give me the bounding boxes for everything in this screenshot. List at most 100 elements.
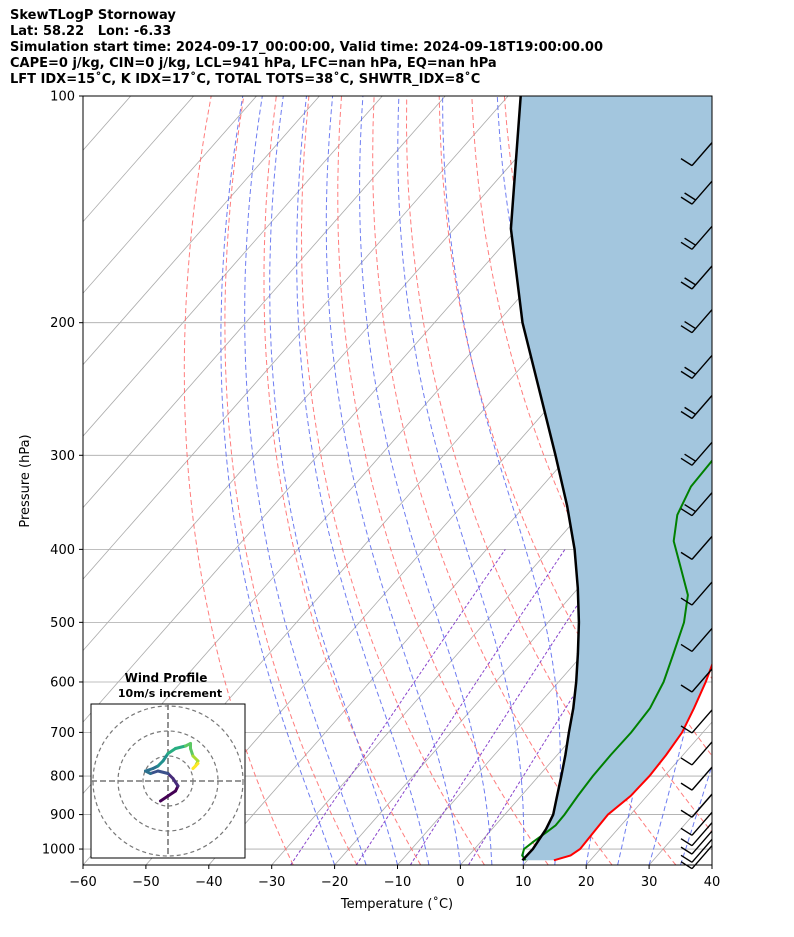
location-coordinates: Lat: 58.22 Lon: -6.33 xyxy=(10,24,172,39)
dry-adiabat-line xyxy=(224,96,358,865)
y-tick-label: 500 xyxy=(50,616,75,631)
dry-adiabat-line xyxy=(337,96,549,865)
x-tick-label: −40 xyxy=(195,875,222,890)
wind-barb xyxy=(680,822,713,847)
dry-adiabat-line xyxy=(699,96,712,144)
mixing-ratio-line xyxy=(355,549,566,865)
wind-barb xyxy=(680,225,713,250)
x-tick-label: 30 xyxy=(641,875,658,890)
dry-adiabat-line xyxy=(733,96,794,865)
wind-barb xyxy=(680,811,713,836)
y-tick-label: 700 xyxy=(50,726,75,741)
x-tick-label: 0 xyxy=(456,875,464,890)
wind-barb xyxy=(680,581,713,606)
wind-barb xyxy=(680,395,713,420)
hodograph-segment xyxy=(156,769,170,775)
simulation-times: Simulation start time: 2024-09-17_00:00:… xyxy=(10,40,603,55)
wind-barb xyxy=(680,142,713,167)
mixing-ratio-line xyxy=(290,549,506,865)
isotherm-line xyxy=(83,96,320,366)
moist-adiabat-line xyxy=(442,96,561,865)
hodograph-segment xyxy=(161,752,170,763)
wind-barb xyxy=(680,180,713,205)
hodograph-segment xyxy=(171,777,180,788)
wind-barb xyxy=(680,535,713,560)
y-tick-label: 600 xyxy=(50,675,75,690)
axes: −60 −50 −40 −30 −20 −10 0 10 20 30 40 1000 900 800 700… xyxy=(42,90,720,891)
moist-adiabat-line xyxy=(296,96,430,865)
x-tick-label: −10 xyxy=(384,875,411,890)
x-tick-label: 40 xyxy=(704,875,721,890)
wind-barb xyxy=(680,309,713,334)
wind-barb xyxy=(680,741,713,766)
hodograph-segment xyxy=(166,789,177,798)
moist-adiabat-line xyxy=(244,96,367,865)
dry-adiabat-line xyxy=(183,96,294,865)
parcel-profile-line xyxy=(509,96,581,862)
x-tick-label: −50 xyxy=(132,875,159,890)
wind-barb xyxy=(680,265,713,290)
x-tick-label: −30 xyxy=(258,875,285,890)
dry-adiabat-line xyxy=(263,96,422,865)
moist-adiabat-line xyxy=(325,96,461,865)
dry-adiabat-line xyxy=(405,96,677,865)
wind-barb xyxy=(680,354,713,379)
hodograph-segment xyxy=(191,762,200,770)
y-tick-label: 800 xyxy=(50,770,75,785)
y-tick-label: 100 xyxy=(50,90,75,105)
isotherm-line xyxy=(83,96,383,437)
y-tick-label: 400 xyxy=(50,543,75,558)
hodograph-title: Wind Profile xyxy=(125,671,208,685)
wind-barbs xyxy=(680,142,713,870)
moist-adiabat-line xyxy=(220,96,336,865)
isotherm-line xyxy=(83,96,446,509)
wind-barb xyxy=(680,793,713,818)
convective-parameters: CAPE=0 j/kg, CIN=0 j/kg, LCL=941 hPa, LF… xyxy=(10,56,497,71)
x-tick-label: 20 xyxy=(578,875,595,890)
isotherm-line xyxy=(585,721,712,865)
dewpoint-profile-line xyxy=(521,96,712,861)
chart-title: SkewTLogP Stornoway xyxy=(10,8,176,23)
isotherm-line xyxy=(397,507,712,865)
wind-barb xyxy=(680,766,713,791)
hodograph-segment xyxy=(159,794,170,803)
temperature-profile-line xyxy=(553,662,712,862)
wind-barb xyxy=(680,668,713,693)
isotherm-line xyxy=(83,96,257,294)
hodograph: Wind Profile 10m/s increment xyxy=(90,671,246,859)
y-axis-label: Pressure (hPa) xyxy=(18,434,33,527)
mixing-ratio-line xyxy=(409,549,615,865)
plot-area xyxy=(83,96,794,865)
wind-barb xyxy=(680,492,713,517)
y-tick-label: 900 xyxy=(50,808,75,823)
x-axis-label: Temperature (˚C) xyxy=(340,896,453,912)
y-tick-label: 200 xyxy=(50,316,75,331)
isotherm-line xyxy=(83,96,572,652)
hodograph-subtitle: 10m/s increment xyxy=(118,687,222,700)
cin-shaded-area xyxy=(510,96,712,861)
moist-adiabat-line xyxy=(269,96,398,865)
y-tick-label: 300 xyxy=(50,449,75,464)
mixing-ratio-line xyxy=(468,549,667,865)
hodograph-segment xyxy=(174,744,187,750)
hodograph-segment xyxy=(166,747,177,755)
moist-adiabat-line xyxy=(711,863,712,865)
y-tick-label: 1000 xyxy=(42,843,75,858)
stability-indices: LFT IDX=15˚C, K IDX=17˚C, TOTAL TOTS=38˚… xyxy=(10,72,481,87)
isotherm-line xyxy=(711,864,712,865)
x-tick-label: −20 xyxy=(321,875,348,890)
wind-barb xyxy=(680,830,713,855)
wind-barb xyxy=(680,627,713,653)
dry-adiabat-line xyxy=(765,96,794,865)
wind-barb xyxy=(680,838,713,863)
isotherm-line xyxy=(775,96,794,865)
isotherm-line xyxy=(208,292,712,865)
chart-header: SkewTLogP Stornoway Lat: 58.22 Lon: -6.3… xyxy=(10,8,603,88)
x-tick-label: −60 xyxy=(69,875,96,890)
dry-adiabat-line xyxy=(300,96,485,865)
wind-barb xyxy=(680,709,713,734)
isotherm-line xyxy=(83,96,509,580)
moist-adiabat-line xyxy=(359,96,493,865)
x-tick-label: 10 xyxy=(515,875,532,890)
